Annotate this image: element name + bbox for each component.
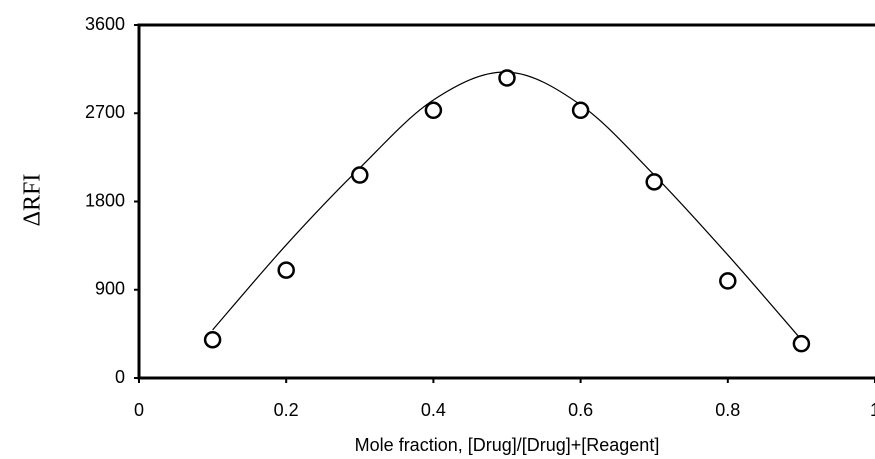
y-tick-label: 1800	[85, 190, 125, 210]
point	[203, 331, 222, 349]
point	[719, 272, 737, 290]
point	[351, 166, 369, 184]
x-tick-label: 0.2	[274, 400, 299, 420]
fit-line	[212, 71, 802, 341]
point	[571, 101, 590, 120]
point	[277, 261, 295, 279]
x-tick-label: 0.8	[715, 400, 740, 420]
y-tick-label: 900	[95, 279, 125, 299]
point	[424, 101, 443, 120]
point	[498, 69, 516, 87]
x-axis-label: Mole fraction, [Drug]/[Drug]+[Reagent]	[355, 435, 660, 455]
point	[792, 334, 811, 353]
y-tick-label: 0	[115, 367, 125, 387]
x-tick-label: 0	[134, 400, 144, 420]
x-tick-label: 0.4	[421, 400, 446, 420]
x-tick-label: 1	[870, 400, 875, 420]
y-axis-label: ΔRFI	[20, 174, 46, 227]
x-tick-label: 0.6	[568, 400, 593, 420]
y-tick-label: 2700	[85, 102, 125, 122]
point	[645, 173, 663, 191]
y-tick-label: 3600	[85, 14, 125, 34]
